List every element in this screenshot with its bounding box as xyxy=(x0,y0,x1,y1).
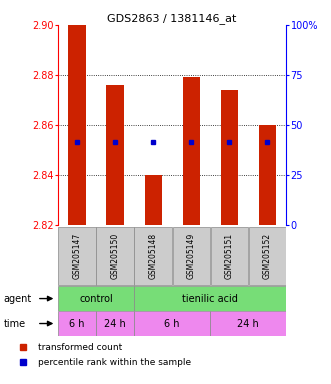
FancyBboxPatch shape xyxy=(172,227,210,285)
Text: GSM205151: GSM205151 xyxy=(225,233,234,280)
FancyBboxPatch shape xyxy=(58,286,134,311)
FancyBboxPatch shape xyxy=(134,286,286,311)
Text: 6 h: 6 h xyxy=(69,318,85,329)
Bar xyxy=(69,25,85,225)
Bar xyxy=(145,175,162,225)
Bar xyxy=(259,125,276,225)
Text: GSM205152: GSM205152 xyxy=(263,233,272,280)
Text: 24 h: 24 h xyxy=(237,318,259,329)
FancyBboxPatch shape xyxy=(134,227,172,285)
Text: control: control xyxy=(79,293,113,304)
Text: 6 h: 6 h xyxy=(165,318,180,329)
Text: agent: agent xyxy=(3,293,31,304)
FancyBboxPatch shape xyxy=(96,311,134,336)
FancyBboxPatch shape xyxy=(134,311,210,336)
FancyBboxPatch shape xyxy=(58,227,96,285)
Text: 24 h: 24 h xyxy=(104,318,126,329)
Text: time: time xyxy=(3,318,25,329)
Bar xyxy=(221,90,238,225)
FancyBboxPatch shape xyxy=(249,227,286,285)
Title: GDS2863 / 1381146_at: GDS2863 / 1381146_at xyxy=(108,13,237,24)
Text: GSM205148: GSM205148 xyxy=(149,233,158,280)
FancyBboxPatch shape xyxy=(96,227,134,285)
Text: GSM205149: GSM205149 xyxy=(187,233,196,280)
Text: percentile rank within the sample: percentile rank within the sample xyxy=(38,358,191,367)
Bar xyxy=(107,85,123,225)
Text: transformed count: transformed count xyxy=(38,343,122,352)
FancyBboxPatch shape xyxy=(210,311,286,336)
Bar xyxy=(183,77,200,225)
FancyBboxPatch shape xyxy=(211,227,248,285)
Text: tienilic acid: tienilic acid xyxy=(182,293,238,304)
FancyBboxPatch shape xyxy=(58,311,96,336)
Text: GSM205150: GSM205150 xyxy=(111,233,119,280)
Text: GSM205147: GSM205147 xyxy=(72,233,81,280)
